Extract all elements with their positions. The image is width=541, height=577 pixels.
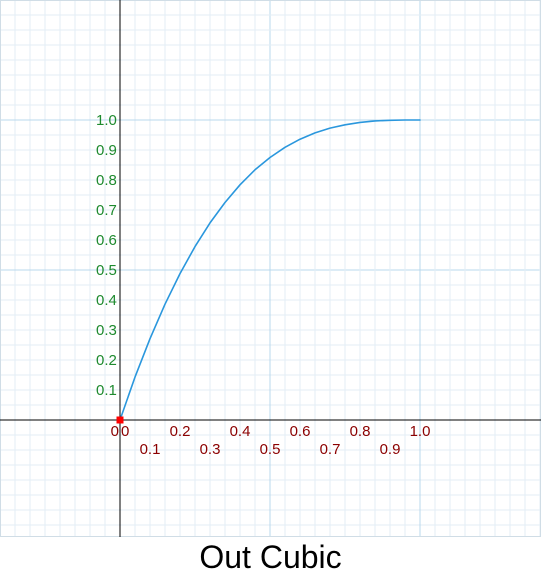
x-tick-label: 0.3 bbox=[200, 441, 221, 458]
x-tick-label: 0.7 bbox=[320, 441, 341, 458]
origin-group: 0 bbox=[111, 416, 124, 440]
chart-plot: 0 0.2 0.4 0.6 0.8 1.00.1 0.3 0.5 0.7 0.9 0.10.20.… bbox=[0, 0, 541, 537]
y-tick-label: 0.4 bbox=[96, 292, 117, 309]
y-tick-label: 0.5 bbox=[96, 262, 117, 279]
y-tick-labels: 0.1 0.2 0.3 0.4 0.5 0.6 0.7 0.8 0.9 1.0 bbox=[96, 112, 117, 399]
y-tick-label: 0.7 bbox=[96, 202, 117, 219]
origin-label: 0 bbox=[111, 423, 119, 440]
y-tick-label: 0.2 bbox=[96, 352, 117, 369]
x-tick-label: 0.8 bbox=[350, 423, 371, 440]
y-tick-label: 1.0 bbox=[96, 112, 117, 129]
x-tick-label: 0.1 bbox=[140, 441, 161, 458]
x-tick-label: 0.5 bbox=[260, 441, 281, 458]
x-tick-label: 0 bbox=[121, 423, 129, 440]
y-tick-label: 0.8 bbox=[96, 172, 117, 189]
grid bbox=[0, 0, 541, 537]
origin-marker bbox=[116, 416, 124, 424]
axes bbox=[0, 0, 541, 537]
y-tick-label: 0.1 bbox=[96, 382, 117, 399]
y-tick-label: 0.3 bbox=[96, 322, 117, 339]
y-tick-label: 0.6 bbox=[96, 232, 117, 249]
series-line-0 bbox=[119, 119, 421, 421]
x-tick-labels: 0 0.2 0.4 0.6 0.8 1.0 0.1 0.3 0.5 0.7 0.9 bbox=[121, 423, 430, 458]
x-tick-label: 0.2 bbox=[170, 423, 191, 440]
chart-title: Out Cubic bbox=[199, 539, 342, 575]
x-tick-label: 0.9 bbox=[380, 441, 401, 458]
y-tick-label: 0.9 bbox=[96, 142, 117, 159]
series-group bbox=[119, 119, 421, 421]
x-tick-label: 1.0 bbox=[410, 423, 431, 440]
x-tick-label: 0.4 bbox=[230, 423, 251, 440]
x-tick-label: 0.6 bbox=[290, 423, 311, 440]
